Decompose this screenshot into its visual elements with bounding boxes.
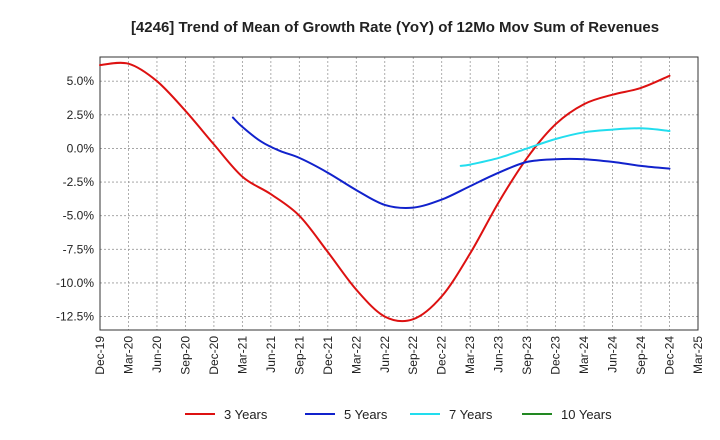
series-line-7-years [459,127,671,167]
x-tick-label: Dec-20 [207,336,221,375]
x-tick-label: Jun-22 [378,336,392,373]
x-tick-label: Jun-21 [264,336,278,373]
chart-title: [4246] Trend of Mean of Growth Rate (YoY… [131,19,659,36]
x-tick-label: Dec-22 [435,336,449,375]
y-tick-label: -5.0% [63,209,95,223]
x-tick-label: Sep-22 [406,336,420,375]
x-tick-label: Dec-24 [663,336,677,375]
legend: 3 Years 5 Years 7 Years 10 Years [185,407,612,422]
x-tick-label: Mar-20 [121,336,135,374]
x-tick-label: Mar-24 [577,336,591,374]
series-line-3-years [99,61,671,323]
legend-label: 10 Years [561,407,612,422]
series-line-5-years [231,116,671,209]
x-tick-label: Sep-24 [634,336,648,375]
grid [99,57,699,330]
legend-label: 7 Years [449,407,493,422]
x-tick-label: Sep-23 [520,336,534,375]
x-tick-label: Mar-25 [691,336,705,374]
x-tick-label: Dec-19 [93,336,107,375]
x-tick-label: Sep-20 [178,336,192,375]
x-tick-label: Dec-23 [549,336,563,375]
y-tick-label: -10.0% [56,276,94,290]
y-tick-label: -12.5% [56,310,94,324]
y-tick-label: -7.5% [63,242,95,256]
y-axis: 5.0% 2.5% 0.0% -2.5% -5.0% -7.5% -10.0% -12.5% [56,74,94,323]
series-lines [99,61,671,323]
y-tick-label: -2.5% [63,175,95,189]
x-axis: Dec-19 Mar-20 Jun-20 Sep-20 Dec-20 Mar-21 Jun-… [93,336,705,375]
y-tick-label: 2.5% [67,108,95,122]
legend-label: 5 Years [344,407,388,422]
plot-frame [99,56,699,331]
y-tick-label: 5.0% [67,74,95,88]
x-tick-label: Dec-21 [321,336,335,375]
x-tick-label: Jun-20 [150,336,164,373]
x-tick-label: Mar-22 [349,336,363,374]
x-tick-label: Mar-21 [235,336,249,374]
legend-label: 3 Years [224,407,268,422]
x-tick-label: Jun-23 [492,336,506,373]
x-tick-label: Mar-23 [463,336,477,374]
x-tick-label: Jun-24 [606,336,620,373]
x-tick-label: Sep-21 [292,336,306,375]
y-tick-label: 0.0% [67,141,95,155]
